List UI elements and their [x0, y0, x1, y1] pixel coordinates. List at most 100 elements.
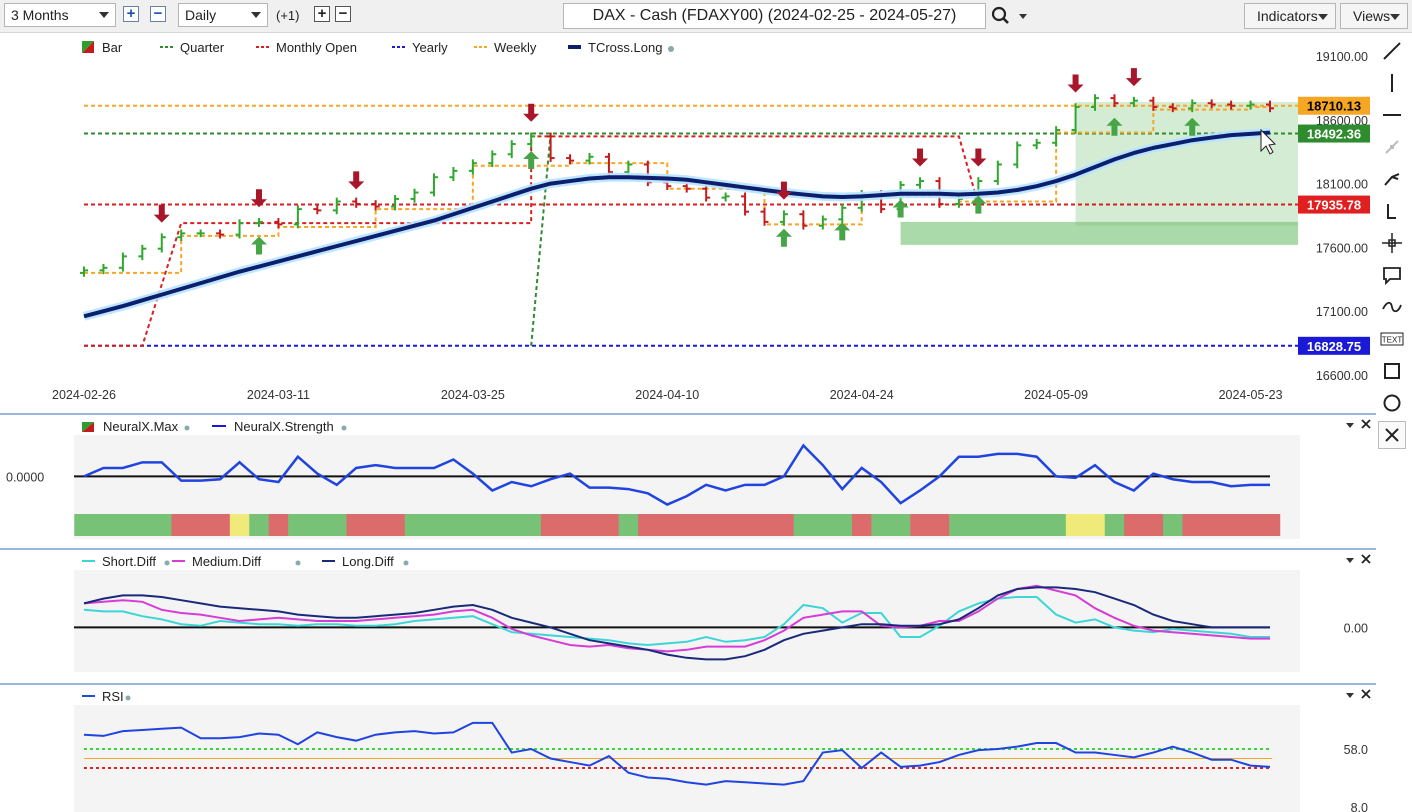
legend-label: Quarter — [180, 40, 225, 55]
range-select-value: 3 Months — [11, 7, 69, 23]
legend-label: NeuralX.Max — [103, 419, 179, 434]
panel-menu-icon[interactable] — [1346, 693, 1354, 698]
sell-signal-arrow — [1125, 68, 1142, 87]
rectangle-tool[interactable] — [1378, 357, 1406, 385]
buy-signal-arrow — [1106, 117, 1123, 136]
rsi-tick-label: 58.0 — [1344, 743, 1368, 757]
neural-max-cell — [949, 514, 970, 536]
settings-dot-icon[interactable] — [125, 695, 131, 701]
channel-tool[interactable] — [1378, 197, 1406, 225]
price-tick-label: 17600.00 — [1316, 241, 1368, 255]
comment-tool[interactable] — [1378, 261, 1406, 289]
long-diff-line[interactable] — [83, 586, 1270, 661]
neural-max-cell — [929, 514, 950, 536]
neural-max-cell — [890, 514, 911, 536]
chart-area[interactable]: 19100.00 18600.00 18100.00 17600.00 17100.00… — [0, 33, 1376, 812]
tcross-long-line — [82, 128, 1271, 321]
settings-dot-icon[interactable] — [164, 560, 170, 566]
price-tick-label: 18600.00 — [1316, 114, 1368, 128]
views-button[interactable]: Views — [1340, 3, 1408, 29]
date-tick-label: 2024-05-23 — [1219, 388, 1283, 402]
legend-label: Long.Diff — [342, 554, 394, 569]
price-level-value: 18492.36 — [1307, 127, 1361, 142]
vertical-line-icon — [1391, 74, 1393, 92]
buy-signal-arrow — [970, 195, 987, 214]
crosshair-tool[interactable] — [1378, 229, 1406, 257]
neural-max-cell — [1221, 514, 1242, 536]
panel-close-icon[interactable] — [1361, 689, 1371, 699]
neural-max-cell — [715, 514, 736, 536]
vertical-line-tool[interactable] — [1378, 69, 1406, 97]
settings-dot-icon[interactable] — [403, 560, 409, 566]
settings-dot-icon[interactable] — [295, 560, 301, 566]
ellipse-tool[interactable] — [1378, 389, 1406, 417]
wave-icon — [1382, 301, 1402, 313]
weekly-stepped-line — [84, 106, 1270, 274]
curve-tool[interactable] — [1378, 293, 1406, 321]
neural-strength-line[interactable] — [83, 443, 1270, 506]
line-tool[interactable] — [1378, 37, 1406, 65]
horizontal-line-tool[interactable] — [1378, 101, 1406, 129]
sell-signal-arrow — [523, 103, 540, 122]
offset-increase-button[interactable]: + — [314, 6, 330, 22]
date-tick-label: 2024-03-25 — [441, 388, 505, 402]
short-diff-line[interactable] — [83, 596, 1270, 647]
neural-max-cell — [1007, 514, 1028, 536]
chevron-down-icon — [1390, 14, 1400, 20]
neural-max-cell — [404, 514, 425, 536]
neural-max-cell — [463, 514, 484, 536]
neural-max-cell — [579, 514, 600, 536]
fib-tool[interactable] — [1378, 133, 1406, 161]
neural-zero-label: 0.0000 — [6, 470, 44, 484]
panel-close-icon[interactable] — [1361, 419, 1371, 429]
neural-max-cell — [988, 514, 1009, 536]
search-button[interactable] — [990, 5, 1030, 27]
neural-max-cell — [1201, 514, 1222, 536]
panel-menu-icon[interactable] — [1346, 423, 1354, 428]
clear-drawings-button[interactable] — [1378, 421, 1406, 449]
offset-decrease-button[interactable]: − — [335, 6, 351, 22]
neural-max-cell — [1260, 514, 1281, 536]
circle-icon — [1383, 394, 1401, 412]
indicators-button[interactable]: Indicators — [1244, 3, 1336, 29]
range-select[interactable]: 3 Months — [4, 3, 116, 27]
medium-diff-line[interactable] — [83, 584, 1270, 653]
settings-dot-icon[interactable] — [668, 46, 674, 52]
neural-max-cell — [132, 514, 153, 536]
neural-max-cell — [754, 514, 775, 536]
chevron-down-icon — [251, 12, 261, 18]
legend-label: Yearly — [412, 40, 448, 55]
price-level-badge — [1298, 124, 1370, 143]
neural-max-cell — [288, 514, 309, 536]
buy-signal-arrow — [834, 222, 851, 241]
neural-max-cell — [599, 514, 620, 536]
settings-dot-icon[interactable] — [184, 425, 190, 431]
fib-icon — [1385, 140, 1399, 154]
rsi-panel: 58.0 8.0 RSI — [82, 689, 1371, 812]
neural-max-cell — [424, 514, 445, 536]
neural-max-cell — [229, 514, 250, 536]
pitchfork-icon — [1384, 173, 1400, 186]
panel-menu-icon[interactable] — [1346, 558, 1354, 563]
chart-title[interactable]: DAX - Cash (FDAXY00) (2024-02-25 - 2024-… — [563, 3, 986, 29]
neural-max-cell — [521, 514, 542, 536]
neural-max-cell — [540, 514, 561, 536]
range-increase-button[interactable]: + — [123, 6, 139, 22]
text-tool[interactable]: TEXT — [1378, 325, 1406, 353]
neural-max-cell — [813, 514, 834, 536]
neural-max-cell — [1085, 514, 1106, 536]
price-legend: Bar Quarter Monthly Open Yearly Weekly TCross… — [82, 40, 674, 55]
tcross-long-line[interactable] — [83, 130, 1271, 319]
range-decrease-button[interactable]: − — [150, 6, 166, 22]
neural-max-cell — [1065, 514, 1086, 536]
search-icon — [991, 6, 1027, 24]
buy-signal-arrow — [250, 236, 267, 255]
neural-max-cell — [1240, 514, 1261, 536]
interval-select[interactable]: Daily — [178, 3, 268, 27]
rsi-line[interactable] — [83, 721, 1271, 786]
settings-dot-icon[interactable] — [341, 425, 347, 431]
panel-close-icon[interactable] — [1361, 554, 1371, 564]
pitchfork-tool[interactable] — [1378, 165, 1406, 193]
legend-label: Bar — [102, 40, 123, 55]
close-icon — [1385, 428, 1399, 442]
